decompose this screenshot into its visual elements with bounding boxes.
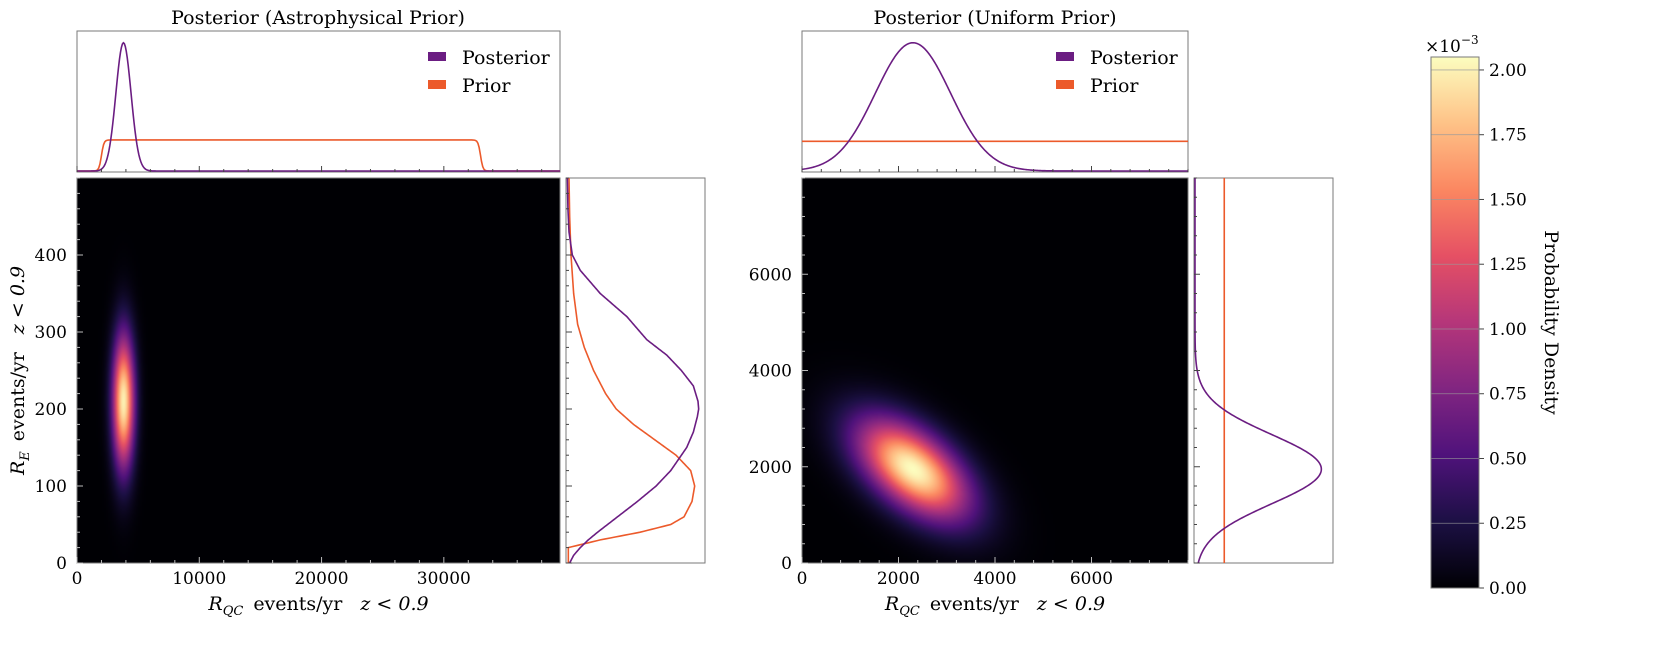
colorbar-tick-label: 1.50 — [1489, 190, 1527, 210]
marginal-y-frame — [1193, 177, 1334, 564]
y-tick-label: 400 — [35, 246, 67, 266]
y-tick-label: 2000 — [749, 458, 792, 478]
colorbar-multiplier: ×10−3 — [1425, 33, 1479, 57]
y-axis-symbol: R — [7, 461, 29, 476]
panel-astrophysical-prior: Posterior (Astrophysical Prior) Posterio… — [7, 7, 706, 619]
prior-curve-x — [77, 139, 560, 172]
y-tick-label: 0 — [56, 554, 67, 574]
y-tick-label: 4000 — [749, 362, 792, 382]
y-axis-label: REevents/yr z < 0.9 — [7, 266, 33, 476]
colorbar-tick-label: 1.00 — [1489, 320, 1527, 340]
x-tick-label: 20000 — [295, 569, 349, 589]
y-tick-label: 300 — [35, 323, 67, 343]
legend-swatch-posterior — [428, 52, 446, 61]
x-axis-subscript: QC — [899, 604, 920, 619]
marginal-x-frame — [801, 30, 1189, 173]
colorbar-tick-label: 0.75 — [1489, 385, 1527, 405]
legend: Posterior Prior — [428, 47, 551, 97]
colorbar-multiplier-base: ×10 — [1425, 37, 1461, 57]
heatmap-frame — [76, 177, 561, 564]
y-tick-label: 200 — [35, 400, 67, 420]
x-axis-label: RQC events/yr z < 0.9 — [884, 593, 1105, 619]
posterior-curve-x — [801, 41, 1188, 172]
colorbar-tick-label: 0.00 — [1489, 579, 1527, 599]
y-axis-subscript: E — [18, 451, 33, 462]
chart-title: Posterior (Uniform Prior) — [873, 7, 1116, 29]
y-tick-label: 100 — [35, 477, 67, 497]
colorbar-gradient — [1431, 57, 1479, 588]
heatmap-area[interactable] — [76, 177, 561, 564]
y-tick-label: 0 — [781, 554, 792, 574]
colorbar-tick-label: 1.25 — [1489, 255, 1527, 275]
legend-swatch-posterior — [1056, 52, 1074, 61]
x-tick-label: 10000 — [172, 569, 226, 589]
legend-label-prior: Prior — [462, 75, 511, 97]
marginal-x-panel — [801, 30, 1189, 173]
y-tick-label: 6000 — [749, 265, 792, 285]
legend-swatch-prior — [428, 80, 446, 89]
legend-label-posterior: Posterior — [462, 47, 551, 69]
x-axis-unit: events/yr — [253, 593, 343, 615]
marginal-y-panel — [1193, 177, 1334, 564]
colorbar-tick-label: 1.75 — [1489, 126, 1527, 146]
x-axis-label: RQC events/yr z < 0.9 — [207, 593, 428, 619]
x-tick-label: 0 — [72, 569, 83, 589]
x-axis-condition: z < 0.9 — [1036, 593, 1105, 615]
density-image — [802, 178, 1188, 563]
x-axis-symbol: R — [884, 593, 899, 615]
colorbar-tick-label: 2.00 — [1489, 61, 1527, 81]
legend-label-posterior: Posterior — [1090, 47, 1179, 69]
panel-uniform-prior: Posterior (Uniform Prior) Posterior Prior… — [749, 7, 1334, 619]
x-axis-symbol: R — [207, 593, 222, 615]
chart-title: Posterior (Astrophysical Prior) — [171, 7, 465, 29]
legend-label-prior: Prior — [1090, 75, 1139, 97]
x-tick-label: 0 — [797, 569, 808, 589]
x-axis-condition: z < 0.9 — [359, 593, 428, 615]
x-tick-label: 6000 — [1070, 569, 1113, 589]
axes: 0 2000 4000 6000 0 2000 4000 6000 RQC events/yr z … — [749, 177, 1189, 619]
colorbar: Probability Density ×10−3 0.00 0.25 0.50 0.… — [1425, 33, 1562, 599]
heatmap-area[interactable] — [801, 177, 1189, 564]
colorbar-tick-label: 0.25 — [1489, 514, 1527, 534]
colorbar-frame — [1430, 56, 1480, 589]
colorbar-multiplier-exponent: −3 — [1461, 33, 1479, 47]
legend-swatch-prior — [1056, 80, 1074, 89]
x-tick-label: 30000 — [417, 569, 471, 589]
marginal-x-panel — [76, 30, 561, 173]
x-axis-unit: events/yr — [930, 593, 1020, 615]
y-axis-unit: events/yr — [7, 351, 29, 441]
colorbar-tick-label: 0.50 — [1489, 449, 1527, 469]
x-axis-subscript: QC — [223, 604, 244, 619]
x-tick-label: 4000 — [973, 569, 1016, 589]
legend: Posterior Prior — [1056, 47, 1179, 97]
colorbar-label: Probability Density — [1540, 230, 1562, 415]
posterior-curve-x — [77, 41, 560, 172]
x-tick-label: 2000 — [877, 569, 920, 589]
posterior-curve-y — [566, 177, 700, 564]
y-axis-condition: z < 0.9 — [7, 266, 29, 335]
marginal-y-frame — [565, 177, 706, 564]
density-image — [77, 178, 560, 563]
marginal-y-panel — [565, 177, 706, 564]
